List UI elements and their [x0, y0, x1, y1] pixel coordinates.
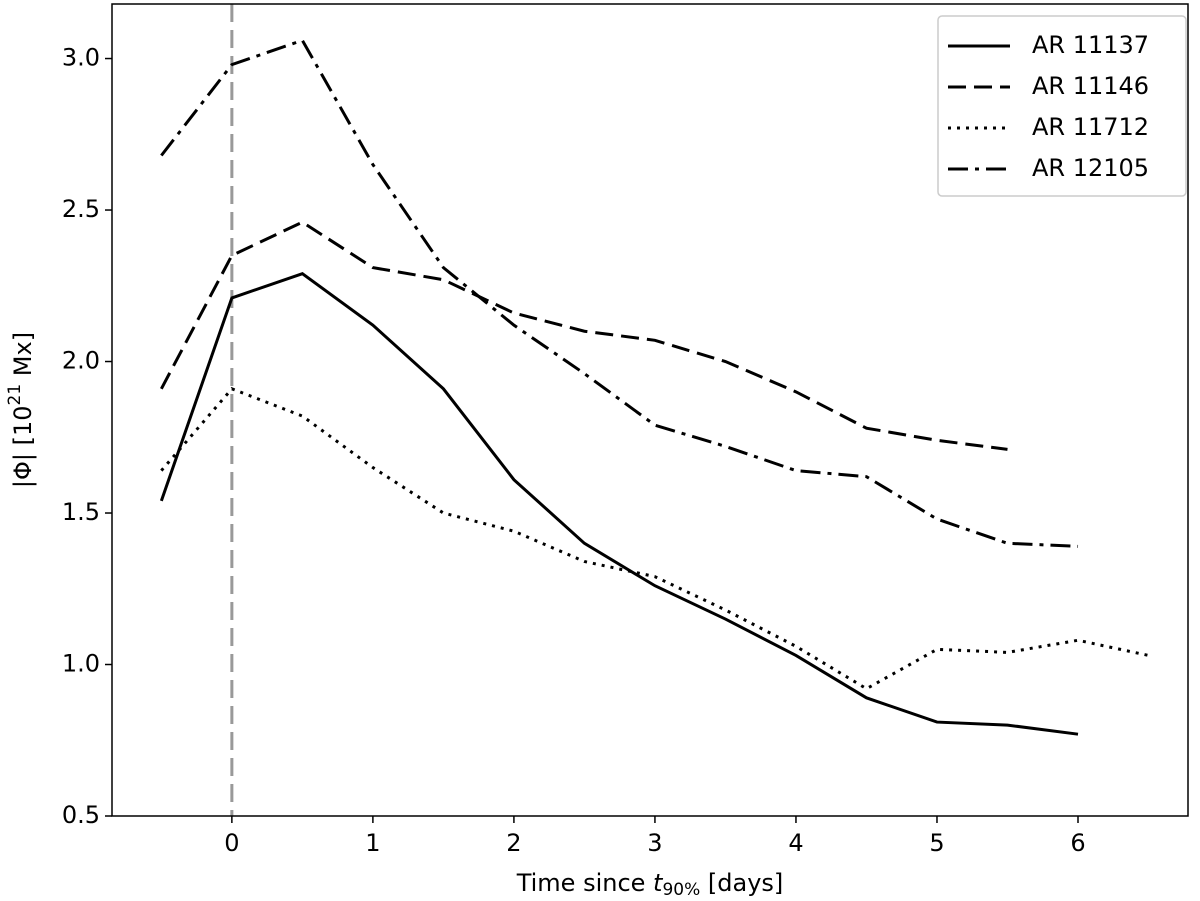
y-label-unit: Mx] — [9, 332, 37, 384]
legend-label: AR 11712 — [1032, 113, 1149, 141]
x-tick-label: 4 — [788, 829, 803, 857]
x-tick-label: 2 — [506, 829, 521, 857]
y-tick-label: 3.0 — [62, 44, 100, 72]
y-label-text: |Φ| [10 — [9, 405, 37, 488]
y-tick-label: 1.5 — [62, 498, 100, 526]
x-label-unit: [days] — [700, 869, 783, 897]
y-label-sup: 21 — [5, 384, 25, 406]
y-tick-label: 2.0 — [62, 347, 100, 375]
y-tick-label: 1.0 — [62, 650, 100, 678]
x-tick-label: 3 — [647, 829, 662, 857]
legend-box — [937, 15, 1187, 197]
legend-label: AR 11146 — [1032, 72, 1149, 100]
series-line — [160, 220, 1008, 451]
x-tick-label: 1 — [365, 829, 380, 857]
legend-label: AR 12105 — [1032, 154, 1149, 182]
x-label-sub: 90% — [662, 880, 700, 900]
legend-label: AR 11137 — [1032, 31, 1149, 59]
y-axis-label: |Φ| [1021 Mx] — [5, 332, 37, 488]
x-tick-label: 0 — [224, 829, 239, 857]
plot-frame — [111, 3, 1189, 817]
y-tick-label: 2.5 — [62, 195, 100, 223]
x-tick-label: 5 — [929, 829, 944, 857]
x-label-var: t — [653, 869, 664, 897]
y-tick-label: 0.5 — [62, 801, 100, 829]
series-line — [160, 387, 1149, 691]
x-axis-label: Time since t90% [days] — [516, 869, 784, 900]
series-line — [159, 271, 1079, 736]
x-tick-label: 6 — [1070, 829, 1085, 857]
x-label-text: Time since — [516, 869, 653, 897]
